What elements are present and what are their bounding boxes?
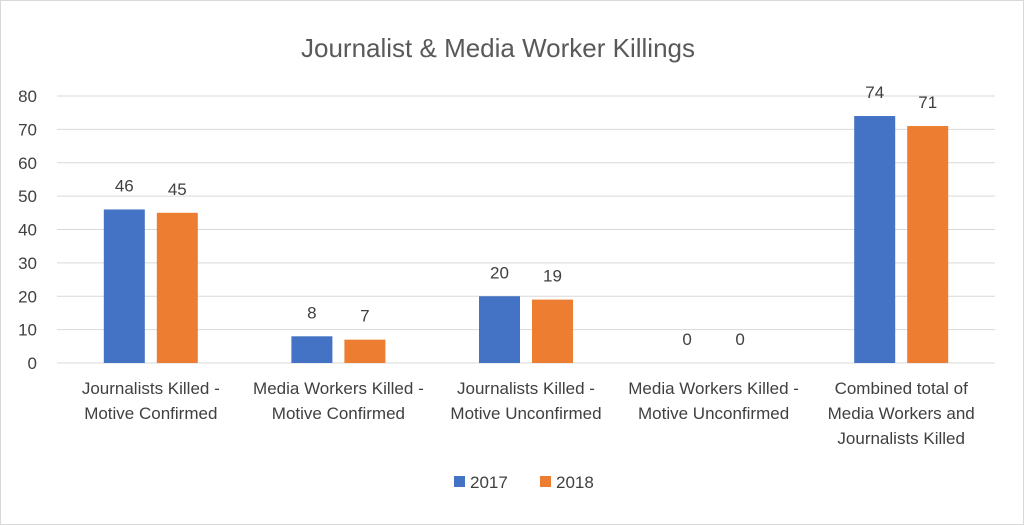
y-tick-label: 80 <box>18 87 37 106</box>
data-label: 20 <box>490 263 509 282</box>
data-label: 71 <box>918 93 937 112</box>
legend: 2017 2018 <box>454 473 594 492</box>
x-category-label: Journalists Killed <box>837 429 965 448</box>
data-label: 8 <box>307 303 316 322</box>
data-labels: 46 45 8 7 20 19 0 0 74 71 <box>115 83 937 349</box>
y-tick-label: 60 <box>18 154 37 173</box>
bar-2017 <box>103 209 145 363</box>
y-tick-label: 10 <box>18 321 37 340</box>
x-category-label: Media Workers Killed - <box>253 379 424 398</box>
bar-2018 <box>344 339 386 363</box>
legend-label: 2017 <box>470 473 508 492</box>
data-label: 46 <box>115 176 134 195</box>
x-category-label: Motive Unconfirmed <box>638 404 789 423</box>
x-category-label: Motive Unconfirmed <box>450 404 601 423</box>
y-tick-label: 20 <box>18 287 37 306</box>
y-tick-label: 40 <box>18 221 37 240</box>
bar-2017 <box>291 336 333 363</box>
bar-2018 <box>156 212 198 363</box>
y-tick-label: 0 <box>28 354 37 373</box>
x-category-label: Journalists Killed - <box>82 379 220 398</box>
data-label: 45 <box>168 180 187 199</box>
legend-swatch <box>540 476 551 487</box>
x-category-label: Journalists Killed - <box>457 379 595 398</box>
bars <box>103 116 949 364</box>
bar-2018 <box>532 299 573 363</box>
x-category-label: Motive Confirmed <box>272 404 405 423</box>
legend-label: 2018 <box>556 473 594 492</box>
data-label: 7 <box>360 307 369 326</box>
legend-swatch <box>454 476 465 487</box>
x-category-label: Media Workers and <box>828 404 975 423</box>
y-tick-label: 50 <box>18 187 37 206</box>
y-tick-label: 30 <box>18 254 37 273</box>
data-label: 74 <box>865 83 884 102</box>
bar-2018 <box>907 126 949 363</box>
x-axis-categories: Journalists Killed - Motive Confirmed Medi… <box>82 379 975 448</box>
x-category-label: Motive Confirmed <box>84 404 217 423</box>
bar-2017 <box>479 296 520 363</box>
data-label: 0 <box>682 330 691 349</box>
y-axis-ticks: 0 10 20 30 40 50 60 70 80 <box>18 87 37 373</box>
x-category-label: Combined total of <box>835 379 969 398</box>
y-tick-label: 70 <box>18 120 37 139</box>
data-label: 19 <box>543 267 562 286</box>
chart-title: Journalist & Media Worker Killings <box>301 33 695 63</box>
bar-2017 <box>854 116 896 364</box>
gridlines <box>57 95 995 364</box>
x-category-label: Media Workers Killed - <box>628 379 799 398</box>
data-label: 0 <box>735 330 744 349</box>
